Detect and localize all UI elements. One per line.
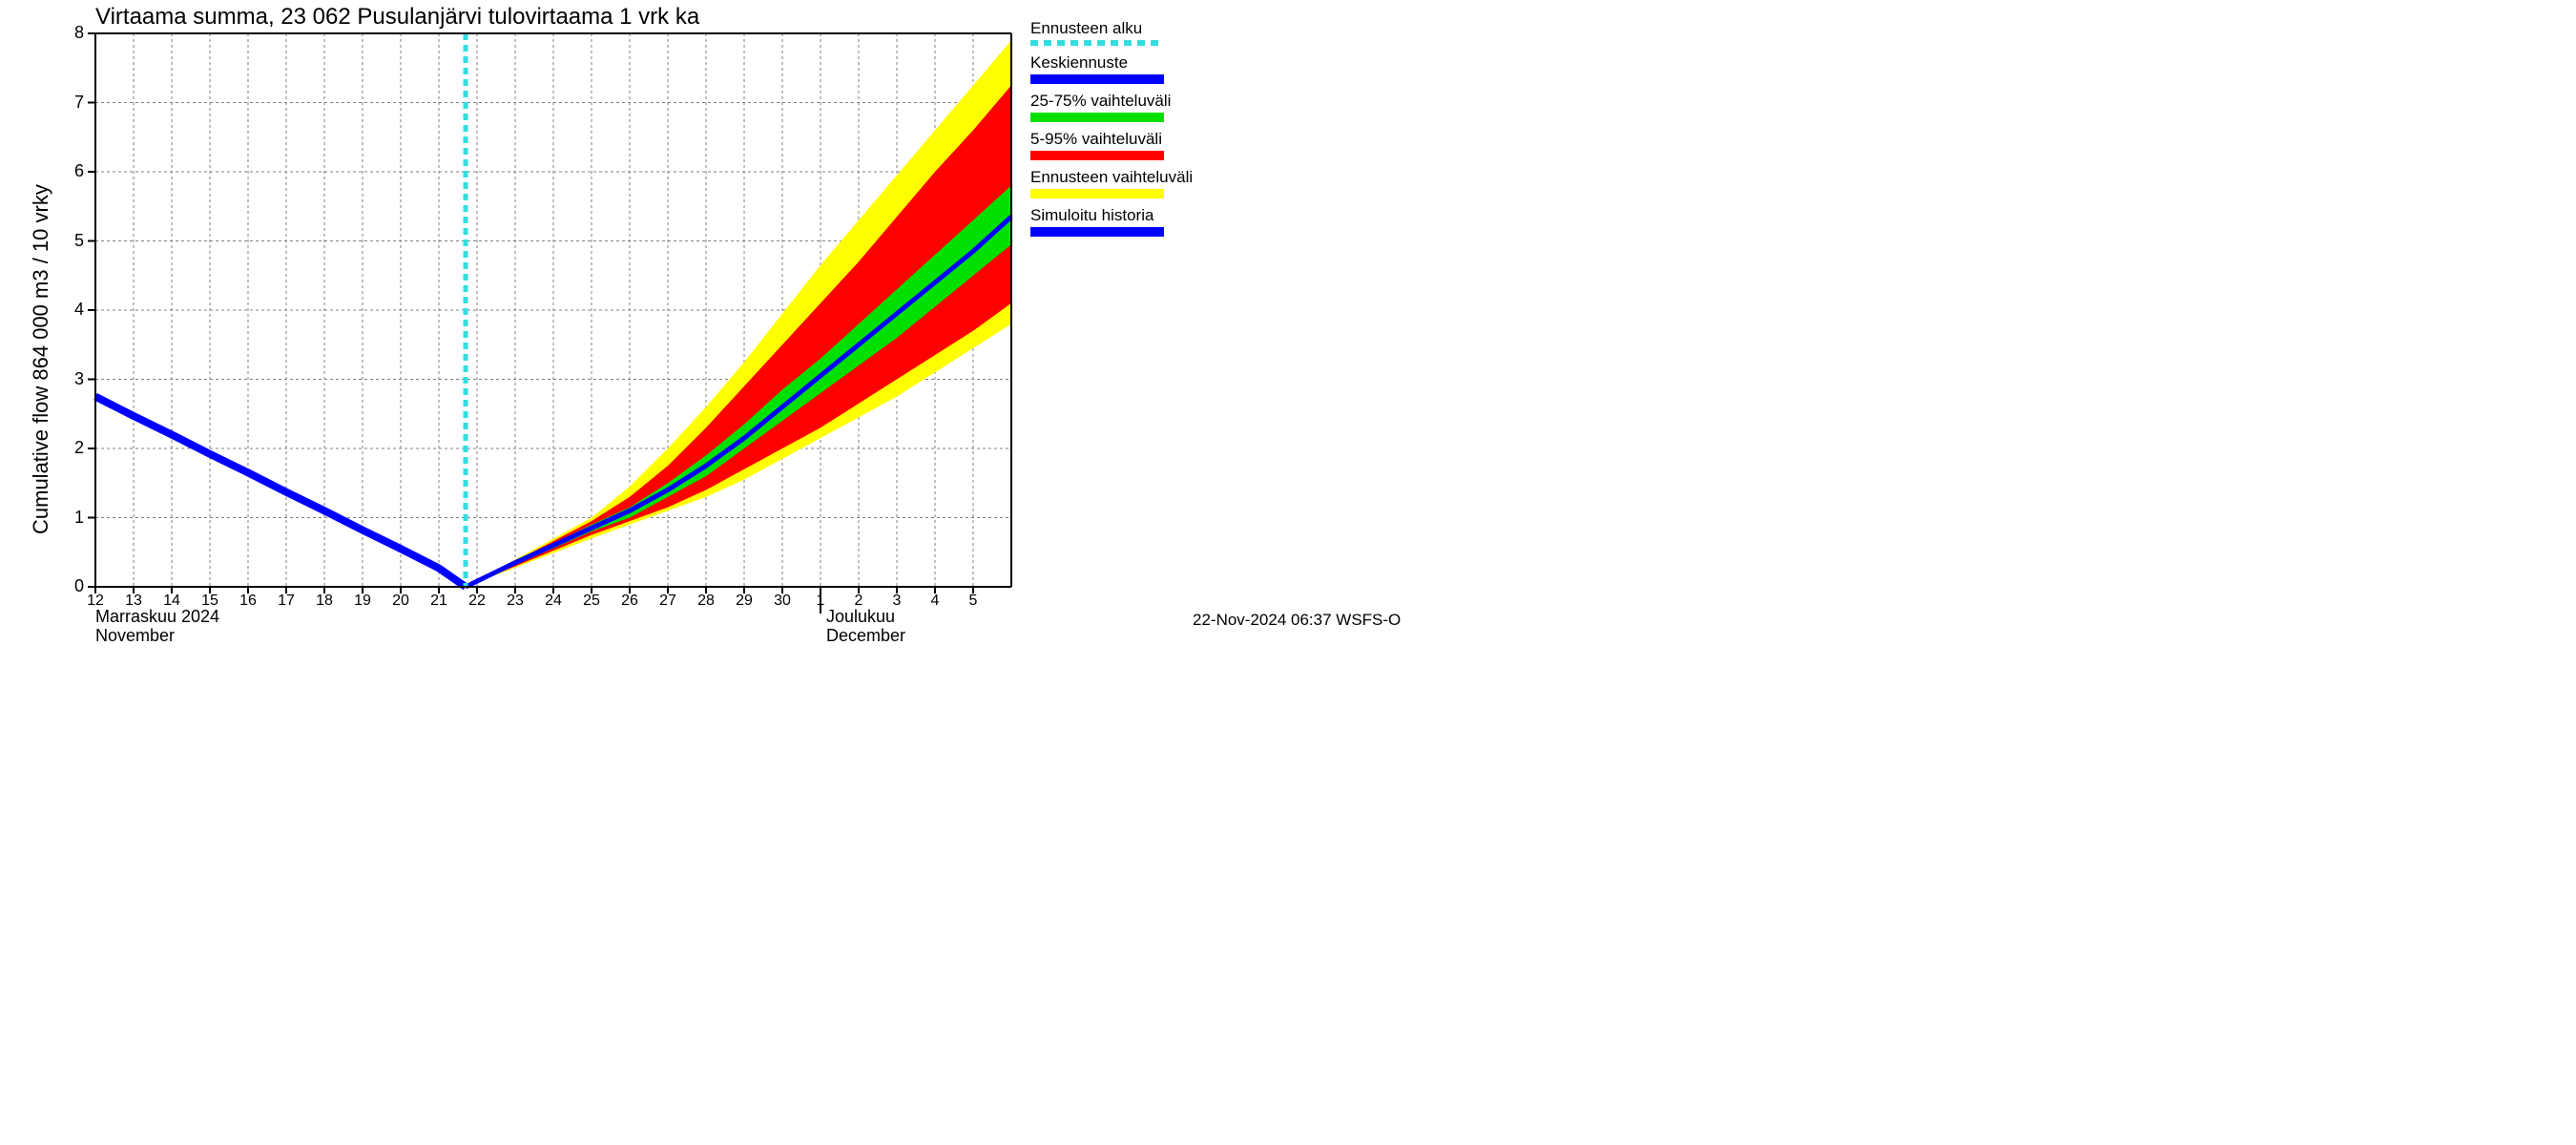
legend: Ennusteen alku Keskiennuste 25-75% vaihtel… bbox=[1030, 19, 1193, 244]
legend-label: Ennusteen vaihteluväli bbox=[1030, 168, 1193, 187]
x-tick: 26 bbox=[621, 593, 638, 610]
x-tick: 23 bbox=[507, 593, 524, 610]
x-tick: 21 bbox=[430, 593, 447, 610]
legend-label: 5-95% vaihteluväli bbox=[1030, 130, 1193, 149]
legend-item: Ennusteen vaihteluväli bbox=[1030, 168, 1193, 198]
x-tick: 18 bbox=[316, 593, 333, 610]
legend-item: Simuloitu historia bbox=[1030, 206, 1193, 237]
y-tick: 1 bbox=[74, 508, 84, 528]
footer-timestamp: 22-Nov-2024 06:37 WSFS-O bbox=[1193, 611, 1401, 630]
legend-swatch bbox=[1030, 189, 1164, 198]
chart-container: Virtaama summa, 23 062 Pusulanjärvi tulo… bbox=[0, 0, 1431, 635]
y-tick: 6 bbox=[74, 161, 84, 181]
x-tick: 16 bbox=[239, 593, 257, 610]
plot-svg bbox=[0, 0, 1431, 635]
x-tick: 1 bbox=[817, 593, 825, 610]
month1-en: November bbox=[95, 626, 175, 646]
x-tick: 17 bbox=[278, 593, 295, 610]
x-tick: 22 bbox=[468, 593, 486, 610]
y-tick: 2 bbox=[74, 438, 84, 458]
legend-item: Ennusteen alku bbox=[1030, 19, 1193, 46]
legend-label: Simuloitu historia bbox=[1030, 206, 1193, 225]
legend-label: Ennusteen alku bbox=[1030, 19, 1193, 38]
legend-swatch bbox=[1030, 113, 1164, 122]
y-tick: 5 bbox=[74, 231, 84, 251]
legend-label: Keskiennuste bbox=[1030, 53, 1193, 73]
legend-swatch bbox=[1030, 40, 1164, 46]
y-tick: 3 bbox=[74, 369, 84, 389]
x-tick: 19 bbox=[354, 593, 371, 610]
y-tick: 8 bbox=[74, 23, 84, 43]
x-tick: 24 bbox=[545, 593, 562, 610]
legend-swatch bbox=[1030, 74, 1164, 84]
legend-item: Keskiennuste bbox=[1030, 53, 1193, 84]
x-tick: 5 bbox=[969, 593, 978, 610]
legend-label: 25-75% vaihteluväli bbox=[1030, 92, 1193, 111]
x-tick: 30 bbox=[774, 593, 791, 610]
month1-fi: Marraskuu 2024 bbox=[95, 607, 219, 627]
x-tick: 4 bbox=[931, 593, 940, 610]
chart-title: Virtaama summa, 23 062 Pusulanjärvi tulo… bbox=[95, 4, 699, 31]
month2-en: December bbox=[826, 626, 905, 646]
y-tick: 4 bbox=[74, 300, 84, 320]
legend-item: 5-95% vaihteluväli bbox=[1030, 130, 1193, 160]
x-tick: 20 bbox=[392, 593, 409, 610]
y-tick: 0 bbox=[74, 576, 84, 596]
y-axis-label: Cumulative flow 864 000 m3 / 10 vrky bbox=[29, 184, 53, 534]
month2-fi: Joulukuu bbox=[826, 607, 895, 627]
y-tick: 7 bbox=[74, 93, 84, 113]
x-tick: 27 bbox=[659, 593, 676, 610]
legend-swatch bbox=[1030, 227, 1164, 237]
legend-swatch bbox=[1030, 151, 1164, 160]
x-tick: 25 bbox=[583, 593, 600, 610]
legend-item: 25-75% vaihteluväli bbox=[1030, 92, 1193, 122]
x-tick: 29 bbox=[736, 593, 753, 610]
x-tick: 28 bbox=[697, 593, 715, 610]
